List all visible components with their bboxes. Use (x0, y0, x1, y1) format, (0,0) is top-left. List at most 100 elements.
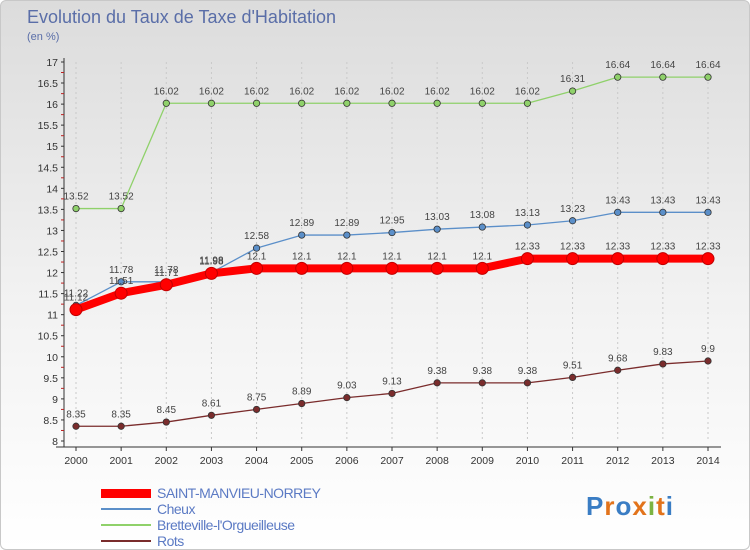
x-tick-label: 2007 (380, 455, 404, 467)
data-point (478, 223, 486, 231)
y-tick-label: 10.5 (38, 331, 59, 343)
data-label: 16.02 (334, 86, 359, 97)
data-point (117, 278, 125, 286)
data-label: 11.78 (154, 265, 179, 276)
logo-letter: x (632, 491, 648, 521)
legend-item: Rots (101, 533, 320, 549)
data-label: 11.78 (109, 265, 134, 276)
data-label: 12.89 (334, 218, 359, 229)
data-label: 12.33 (515, 242, 540, 253)
data-label: 8.35 (111, 409, 131, 420)
data-label: 12.58 (244, 231, 269, 242)
data-point (614, 208, 622, 216)
chart-unit: (en %) (27, 31, 60, 43)
y-tick-label: 11.5 (38, 289, 58, 301)
data-point (478, 99, 486, 107)
legend-label: SAINT-MANVIEU-NORREY (157, 485, 321, 501)
x-tick-label: 2008 (425, 455, 449, 467)
legend-swatch (101, 524, 151, 526)
data-label: 13.43 (650, 195, 675, 206)
data-point (704, 73, 712, 81)
data-point (430, 261, 444, 275)
data-label: 11.22 (64, 288, 89, 299)
legend-label: Rots (157, 533, 184, 549)
y-tick-label: 10 (46, 352, 58, 364)
data-point (659, 360, 667, 368)
y-tick-label: 11 (47, 310, 58, 322)
logo-letter: i (647, 491, 657, 521)
data-label: 12.33 (695, 242, 720, 253)
data-label: 9.83 (653, 347, 673, 358)
data-point (433, 225, 441, 233)
y-tick-label: 16 (46, 99, 58, 111)
data-point (162, 99, 170, 107)
data-label: 8.75 (247, 392, 267, 403)
data-label: 9.9 (701, 344, 715, 355)
data-label: 16.02 (425, 86, 450, 97)
data-label: 16.64 (695, 60, 720, 71)
logo-letter: r (604, 491, 616, 521)
data-point (204, 266, 218, 280)
data-label: 13.43 (605, 195, 630, 206)
data-point (523, 99, 532, 107)
data-label: 9.68 (608, 353, 628, 364)
data-label: 13.08 (470, 210, 495, 221)
data-point (568, 373, 577, 382)
data-point (478, 379, 486, 387)
data-label: 11.51 (109, 276, 134, 287)
data-label: 13.43 (695, 195, 720, 206)
data-point (523, 221, 532, 229)
y-tick-label: 14.5 (38, 162, 59, 174)
y-tick-label: 12.5 (38, 247, 59, 259)
data-label: 12.1 (337, 251, 357, 262)
data-point (343, 231, 351, 239)
data-point (520, 252, 534, 266)
logo-letter: i (665, 491, 674, 521)
legend: SAINT-MANVIEU-NORREY Cheux Bretteville-l'O… (101, 485, 321, 549)
data-point (701, 252, 715, 266)
data-label: 9.38 (473, 366, 493, 377)
data-point (298, 399, 306, 408)
data-point (252, 244, 261, 252)
data-point (656, 252, 670, 266)
x-tick-label: 2000 (64, 455, 88, 467)
legend-swatch (101, 540, 151, 542)
legend-swatch (101, 488, 151, 498)
data-label: 8.61 (202, 398, 222, 409)
legend-swatch (101, 508, 151, 510)
data-label: 12.89 (289, 218, 314, 229)
data-point (117, 204, 125, 213)
data-label: 12.1 (292, 251, 312, 262)
data-point (114, 286, 128, 300)
y-tick-label: 14 (46, 183, 58, 195)
data-label: 13.03 (425, 212, 450, 223)
logo-letter: P (586, 491, 605, 521)
data-label: 12.1 (427, 251, 447, 262)
data-point (568, 87, 577, 95)
x-tick-label: 2010 (516, 455, 540, 467)
data-label: 16.02 (379, 86, 404, 97)
data-label: 16.02 (154, 86, 179, 97)
data-point (298, 231, 306, 239)
y-tick-label: 8.5 (43, 415, 58, 427)
chart-title: Evolution du Taux de Taxe d'Habitation (27, 7, 336, 27)
x-tick-label: 2003 (200, 455, 224, 467)
legend-item: SAINT-MANVIEU-NORREY (101, 485, 321, 501)
data-point (659, 208, 667, 216)
data-point (385, 261, 399, 275)
data-point (207, 411, 216, 419)
data-point (250, 261, 264, 275)
x-tick-label: 2006 (335, 455, 359, 467)
data-label: 9.38 (518, 366, 538, 377)
data-label: 8.89 (292, 387, 312, 398)
data-label: 16.02 (470, 86, 495, 97)
legend-item: Cheux (101, 501, 320, 517)
data-label: 12.1 (473, 251, 493, 262)
data-label: 11.98 (199, 256, 224, 267)
data-label: 16.64 (650, 60, 675, 71)
data-label: 13.52 (63, 192, 88, 203)
y-tick-label: 12 (46, 268, 58, 280)
data-label: 12.1 (382, 251, 402, 262)
data-point (159, 278, 173, 292)
